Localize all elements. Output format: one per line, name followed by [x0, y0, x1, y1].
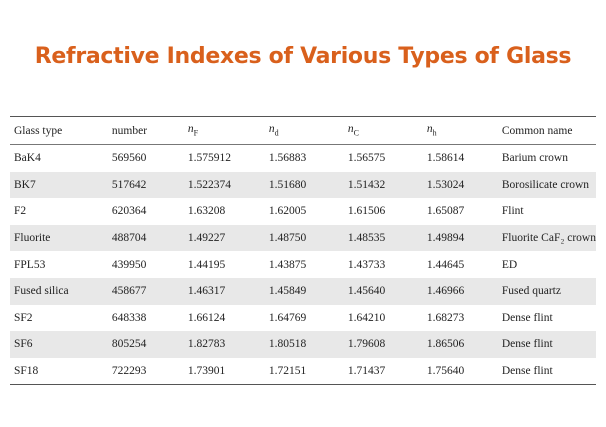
cell: Fused silica — [14, 285, 69, 298]
column-header: Glass type — [10, 116, 108, 145]
cell: 1.43733 — [347, 258, 386, 271]
cell: 1.53024 — [426, 178, 465, 191]
cell: 1.56883 — [268, 152, 307, 165]
cell: 517642 — [111, 178, 147, 191]
cell: 1.65087 — [426, 205, 465, 218]
table: Glass type number nF nd nC nh Common name BaK4… — [10, 116, 596, 386]
table-row: SF18 722293 1.73901 1.72151 1.71437 1.75640 De… — [10, 358, 596, 385]
title: Refractive Indexes of Various Types of G… — [34, 44, 572, 69]
cell: 1.45849 — [268, 285, 307, 298]
cell: 1.46966 — [426, 285, 465, 298]
cell: SF6 — [14, 338, 33, 351]
subscript: d — [274, 128, 279, 138]
cell: 1.46317 — [187, 285, 226, 298]
cell: 1.44645 — [426, 258, 465, 271]
cell: 569560 — [111, 152, 147, 165]
cell: 1.75640 — [426, 365, 465, 378]
header-row: Glass type number nF nd nC nh Common name — [10, 116, 596, 145]
cell: 1.72151 — [268, 365, 307, 378]
subscript: h — [432, 128, 437, 138]
cell: 1.71437 — [347, 365, 386, 378]
cell: Fused quartz — [501, 285, 561, 298]
cell: 805254 — [111, 338, 147, 351]
cell: 1.58614 — [426, 152, 465, 165]
table-row: Fluorite 488704 1.49227 1.48750 1.48535 1.498… — [10, 224, 596, 252]
cell: 1.44195 — [187, 258, 226, 271]
cell: 1.66124 — [187, 311, 226, 324]
cell: Dense flint — [501, 365, 553, 378]
cell: 1.56575 — [347, 152, 386, 165]
column-header: number — [107, 116, 184, 145]
table-row: F2 620364 1.63208 1.62005 1.61506 1.65087 Flin… — [10, 198, 596, 225]
cell: Barium crown — [501, 152, 568, 165]
subscript: F — [193, 128, 199, 138]
cell: 1.68273 — [426, 311, 465, 324]
cell: SF2 — [14, 311, 33, 324]
cell: BK7 — [14, 178, 36, 191]
symbol: n — [268, 123, 275, 136]
symbol: n — [187, 123, 194, 136]
cell: Dense flint — [501, 311, 553, 324]
subscript: C — [353, 128, 359, 138]
cell: ED — [501, 258, 518, 271]
cell: 1.51680 — [268, 178, 307, 191]
cell: 1.575912 — [187, 152, 231, 165]
cell: FPL53 — [14, 258, 46, 271]
cell: 1.49227 — [187, 232, 226, 245]
table-row: SF6 805254 1.82783 1.80518 1.79608 1.86506 Den… — [10, 331, 596, 358]
cell: BaK4 — [14, 152, 41, 165]
cell: 1.80518 — [268, 338, 307, 351]
cell: 1.48535 — [347, 232, 386, 245]
cell: 1.48750 — [268, 232, 307, 245]
cell: 1.86506 — [426, 338, 465, 351]
column-header: Common name — [497, 116, 596, 145]
cell: 620364 — [111, 205, 147, 218]
cell: Flint — [501, 205, 524, 218]
table-row: BaK4 569560 1.575912 1.56883 1.56575 1.58614 B… — [10, 145, 596, 172]
cell: 1.61506 — [347, 205, 386, 218]
table-row: Fused silica 458677 1.46317 1.45849 1.45640 1… — [10, 277, 596, 305]
table-row: BK7 517642 1.522374 1.51680 1.51432 1.53024 Bo… — [10, 171, 596, 199]
cell: 1.45640 — [347, 285, 386, 298]
table-row: FPL53 439950 1.44195 1.43875 1.43733 1.44645 E… — [10, 251, 596, 278]
cell: 648338 — [111, 311, 147, 324]
cell: Borosilicate crown — [501, 178, 590, 191]
cell: Fluorite CaF₂ crown — [501, 232, 596, 245]
cell: 1.79608 — [347, 338, 386, 351]
cell: 1.62005 — [268, 205, 307, 218]
symbol: n — [347, 123, 354, 136]
cell: 1.522374 — [187, 178, 231, 191]
cell: 1.82783 — [187, 338, 226, 351]
column-header: nh — [422, 116, 498, 145]
cell: 1.64769 — [268, 311, 307, 324]
cell: 1.64210 — [347, 311, 386, 324]
cell: 722293 — [111, 365, 147, 378]
table-row: SF2 648338 1.66124 1.64769 1.64210 1.68273 Den… — [10, 305, 596, 332]
cell: 439950 — [111, 258, 147, 271]
column-header: nF — [183, 116, 265, 145]
cell: 488704 — [111, 232, 147, 245]
cell: 1.63208 — [187, 205, 226, 218]
column-header: nd — [264, 116, 344, 145]
cell: F2 — [14, 205, 27, 218]
cell: Dense flint — [501, 338, 553, 351]
table-body: BaK4 569560 1.575912 1.56883 1.56575 1.58614 B… — [10, 145, 596, 385]
symbol: n — [426, 123, 433, 136]
cell: 1.43875 — [268, 258, 307, 271]
cell: SF18 — [14, 365, 39, 378]
column-header: nC — [343, 116, 423, 145]
cell: Fluorite — [14, 232, 51, 245]
cell: 458677 — [111, 285, 147, 298]
cell: 1.51432 — [347, 178, 386, 191]
cell: 1.49894 — [426, 232, 465, 245]
cell: 1.73901 — [187, 365, 226, 378]
